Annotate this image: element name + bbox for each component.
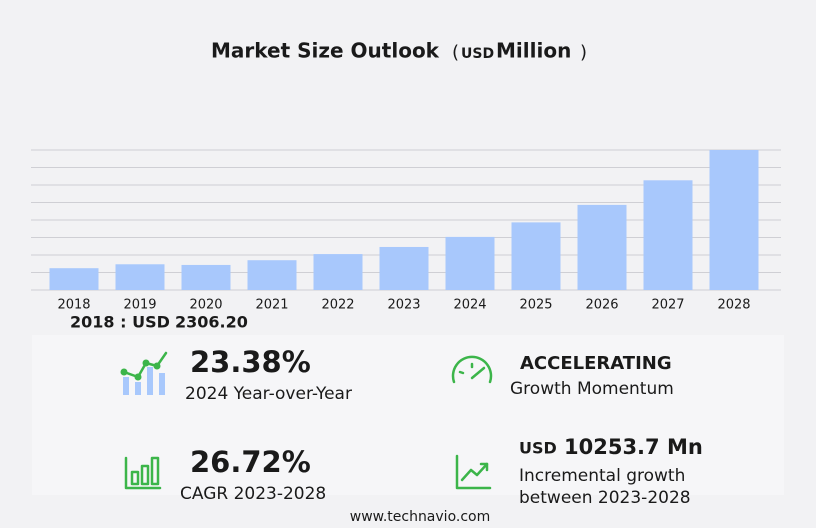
cagr-icon: [124, 456, 162, 490]
kpi-value: ACCELERATING: [520, 353, 672, 374]
growth-icon: [455, 454, 492, 490]
footer: www.technavio.com: [350, 509, 491, 525]
yoy-icon: [120, 351, 168, 395]
kpi-value: 23.38%: [190, 345, 311, 379]
x-tick-label: 2028: [717, 298, 750, 313]
x-tick-label: 2020: [189, 298, 222, 313]
title-unit-prefix: USD: [461, 46, 494, 62]
bar: [49, 268, 99, 290]
kpi-label: between 2023-2028: [519, 488, 691, 508]
x-tick-label: 2025: [519, 298, 552, 313]
bar: [577, 204, 627, 290]
base-value: 2306.20: [175, 313, 248, 332]
kpi-prefix: USD: [519, 439, 557, 458]
kpi-label: CAGR 2023-2028: [180, 484, 326, 504]
x-tick-label: 2023: [387, 298, 420, 313]
bar: [445, 236, 495, 290]
x-tick-label: 2026: [585, 298, 618, 313]
kpi-label: Incremental growth: [519, 466, 685, 486]
bar: [115, 264, 165, 290]
bar: [643, 180, 693, 290]
x-tick-label: 2021: [255, 298, 288, 313]
title-unit: Million: [496, 39, 571, 63]
x-tick-label: 2027: [651, 298, 684, 313]
x-tick-label: 2019: [123, 298, 156, 313]
bar: [313, 254, 363, 290]
bar: [247, 260, 297, 290]
kpi-label: 2024 Year-over-Year: [185, 384, 352, 404]
kpi-label: Growth Momentum: [510, 379, 674, 399]
kpi-value: 10253.7 Mn: [564, 435, 703, 459]
title-paren: ): [580, 42, 587, 63]
bars: [49, 150, 759, 290]
chart-title: Market Size Outlook: [211, 39, 440, 63]
x-tick-label: 2018: [57, 298, 90, 313]
title-paren: (: [452, 42, 459, 63]
bar: [379, 246, 429, 290]
x-tick-label: 2024: [453, 298, 486, 313]
base-label: 2018 : USD: [70, 313, 170, 332]
bar: [709, 150, 759, 290]
x-tick-label: 2022: [321, 298, 354, 313]
bar: [181, 264, 231, 290]
gauge-icon: [451, 355, 493, 384]
bar: [511, 222, 561, 290]
kpi-value: 26.72%: [190, 445, 311, 479]
